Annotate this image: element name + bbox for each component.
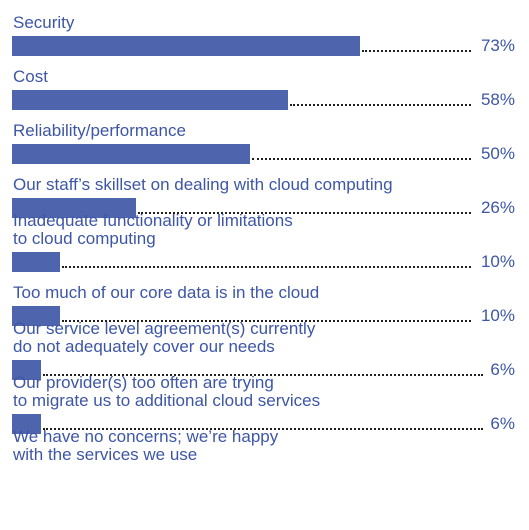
bar [12,252,60,272]
bar-value-label: 73% [480,36,515,55]
bar-label-line: We have no concerns; we’re happy [13,427,279,446]
bar [12,36,360,56]
dotted-leader-line [290,104,471,106]
bar-value-label: 6% [490,360,515,379]
bar-label-line: Our staff’s skillset on dealing with clo… [13,175,393,194]
bar-label: We have no concerns; we’re happy with the… [13,428,278,464]
bar [12,360,41,380]
bar-label-line: Inadequate functionality or limitations [13,211,293,230]
bar [12,306,60,326]
bar-label-line: Security [13,13,75,32]
bar-value-label: 10% [480,252,515,271]
bar-value-label: 58% [480,90,515,109]
bar-label-line: do not adequately cover our needs [13,337,275,356]
bar-label-line: to migrate us to additional cloud servic… [13,391,321,410]
bar-label-line: Too much of our core data is in the clou… [13,283,320,302]
dotted-leader-line [62,266,471,268]
dotted-leader-line [62,320,471,322]
bar-value-label: 6% [490,414,515,433]
bar-label-line: Cost [13,67,48,86]
dotted-leader-line [43,428,483,430]
dotted-leader-line [362,50,471,52]
bar-label: Too much of our core data is in the clou… [13,284,319,302]
bar-value-label: 50% [480,144,515,163]
bar [12,90,288,110]
bar-label: Our provider(s) too often are trying to m… [13,374,320,410]
bar-label-line: to cloud computing [13,229,156,248]
bar-value-label: 10% [480,306,515,325]
dotted-leader-line [138,212,471,214]
bar-label-line: Our service level agreement(s) currently [13,319,316,338]
bar [12,198,136,218]
bar [12,144,250,164]
bar-label: Our staff’s skillset on dealing with clo… [13,176,393,194]
bar [12,414,41,434]
bar-label-line: with the services we use [13,445,198,464]
bar-label: Inadequate functionality or limitations t… [13,212,293,248]
dotted-leader-line [43,374,483,376]
bar-label: Security [13,14,74,32]
bar-label: Cost [13,68,48,86]
dotted-leader-line [252,158,471,160]
bar-label-line: Reliability/performance [13,121,186,140]
bar-label: Our service level agreement(s) currently… [13,320,315,356]
bar-label: Reliability/performance [13,122,186,140]
bar-value-label: 26% [480,198,515,217]
bar-label-line: Our provider(s) too often are trying [13,373,274,392]
